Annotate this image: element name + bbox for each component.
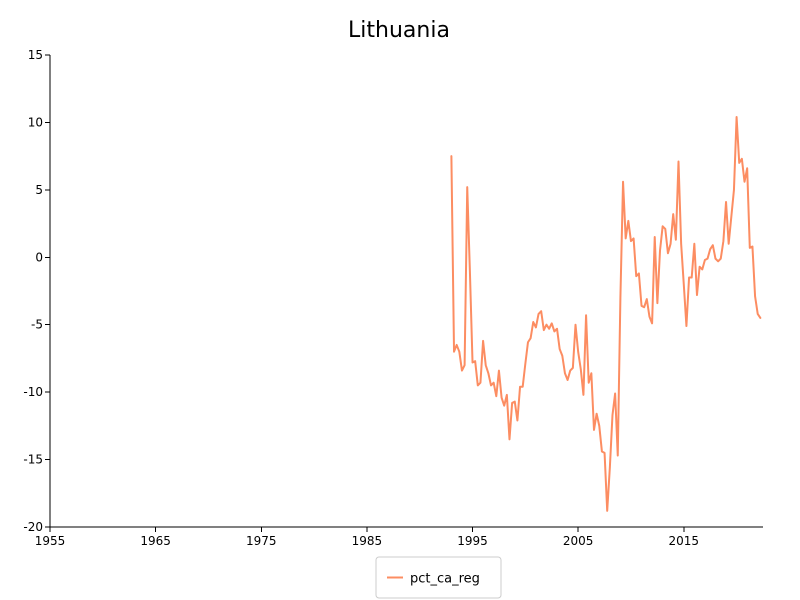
y-tick-label: -5 [31,318,43,332]
y-tick-label: -20 [23,520,43,534]
y-tick-label: -10 [23,385,43,399]
x-tick-label: 2005 [563,534,594,548]
x-tick-label: 1965 [140,534,171,548]
y-tick-label: -15 [23,453,43,467]
plot-area [450,116,762,512]
y-tick-label: 10 [28,115,43,129]
legend: pct_ca_reg [375,556,502,599]
chart-title: Lithuania [348,18,450,43]
x-tick-label: 1975 [246,534,277,548]
legend-box [375,556,502,599]
y-tick-label: 15 [28,48,43,62]
x-tick-label: 1955 [35,534,66,548]
x-tick-label: 2015 [669,534,700,548]
y-tick-label: 0 [35,250,43,264]
legend-label: pct_ca_reg [410,572,480,587]
y-tick-label: 5 [35,183,43,197]
x-tick-label: 1995 [457,534,488,548]
series-line-pct_ca_reg [450,116,762,512]
x-tick-label: 1985 [352,534,383,548]
